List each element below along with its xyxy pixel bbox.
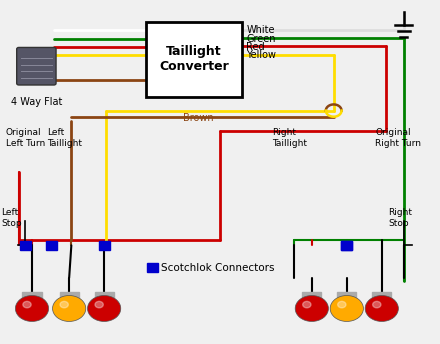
Bar	[341, 241, 352, 250]
Circle shape	[373, 301, 381, 308]
Bar	[302, 292, 322, 301]
Bar	[337, 292, 356, 301]
Bar	[46, 241, 57, 250]
Text: Red: Red	[246, 42, 265, 52]
Text: Scotchlok Connectors: Scotchlok Connectors	[161, 262, 275, 272]
Circle shape	[15, 295, 48, 321]
Circle shape	[60, 301, 68, 308]
Text: White: White	[246, 25, 275, 35]
Bar	[341, 241, 352, 250]
Bar	[372, 292, 392, 301]
Text: 4 Way Flat: 4 Way Flat	[11, 97, 62, 107]
Text: Original
Right Turn: Original Right Turn	[375, 128, 421, 148]
Circle shape	[52, 295, 86, 321]
Bar	[59, 292, 79, 301]
Text: Right
Taillight: Right Taillight	[272, 128, 308, 148]
FancyBboxPatch shape	[17, 47, 56, 85]
Text: Yellow: Yellow	[246, 50, 276, 60]
Text: Brown: Brown	[183, 112, 213, 122]
Circle shape	[95, 301, 103, 308]
Circle shape	[88, 295, 121, 321]
Text: Right
Stop: Right Stop	[389, 208, 412, 228]
Circle shape	[295, 295, 328, 321]
Text: Taillight
Converter: Taillight Converter	[159, 45, 229, 73]
Text: Original
Left Turn: Original Left Turn	[6, 128, 45, 148]
Text: Green: Green	[246, 34, 276, 44]
Bar	[95, 292, 114, 301]
Circle shape	[303, 301, 311, 308]
Bar	[147, 263, 158, 272]
Text: Left
Stop: Left Stop	[1, 208, 22, 228]
Bar	[20, 241, 31, 250]
Circle shape	[365, 295, 398, 321]
Circle shape	[23, 301, 31, 308]
Bar	[22, 292, 42, 301]
Circle shape	[337, 301, 346, 308]
Bar	[99, 241, 110, 250]
FancyBboxPatch shape	[146, 22, 242, 97]
Circle shape	[330, 295, 363, 321]
Text: Left
Taillight: Left Taillight	[47, 128, 82, 148]
